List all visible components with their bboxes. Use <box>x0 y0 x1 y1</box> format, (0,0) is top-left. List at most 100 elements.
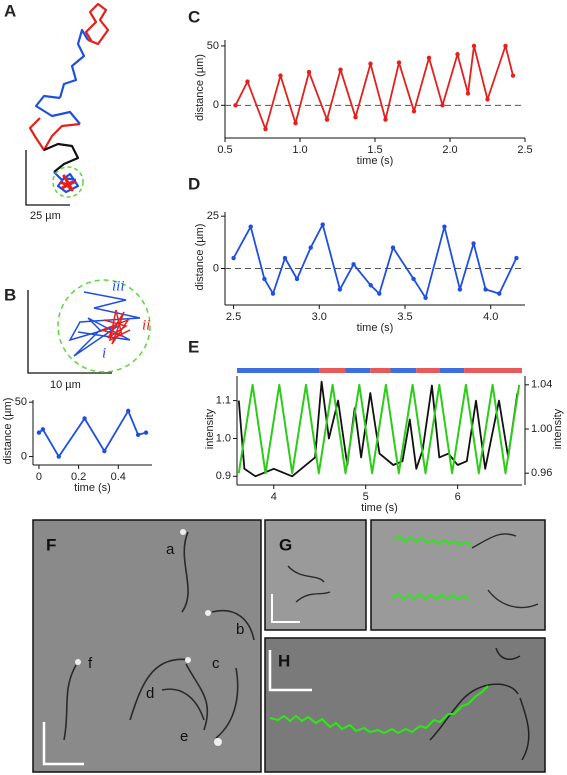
cell-label: f <box>88 655 93 672</box>
y2-tick-label: 0.96 <box>531 467 552 479</box>
state-bar <box>370 368 391 373</box>
x-tick-label: 0 <box>36 471 42 483</box>
point <box>338 67 343 72</box>
series-line <box>234 45 514 130</box>
point <box>396 60 402 65</box>
y-tick-label: 0 <box>21 450 27 462</box>
point <box>455 52 460 57</box>
point <box>233 103 238 108</box>
point <box>270 291 276 296</box>
y-tick-label: 0.9 <box>216 470 231 482</box>
point <box>82 416 87 421</box>
panel-letter: B <box>4 285 16 304</box>
y-axis-label: distance (µm) <box>2 398 14 465</box>
y-tick-label: 1.0 <box>216 432 231 444</box>
x-tick-label: 4.0 <box>483 311 498 323</box>
point <box>126 408 131 414</box>
panel-letter: C <box>188 7 200 26</box>
state-bar <box>345 368 371 373</box>
scale-label: 25 µm <box>30 210 61 222</box>
x-tick-label: 3.0 <box>312 311 327 323</box>
point <box>485 97 490 102</box>
series-line <box>237 380 519 478</box>
point <box>308 245 313 250</box>
panel-letter: G <box>279 535 292 554</box>
panel-letter: F <box>46 535 56 554</box>
point <box>465 91 471 96</box>
x-tick-label: 1.0 <box>292 144 307 156</box>
cells <box>63 531 255 741</box>
point <box>390 245 396 250</box>
point <box>263 126 268 132</box>
track <box>269 685 489 735</box>
point <box>497 291 502 296</box>
x-tick-label: 0.5 <box>217 144 232 156</box>
point <box>245 79 250 84</box>
micrograph <box>370 519 546 631</box>
y-tick-label: 50 <box>15 396 27 408</box>
point <box>278 73 283 78</box>
state-bar <box>237 368 320 373</box>
point <box>442 224 447 229</box>
point <box>231 255 236 261</box>
point <box>262 276 267 282</box>
point <box>377 291 382 296</box>
point <box>426 55 432 61</box>
point <box>56 454 61 459</box>
point <box>471 241 476 246</box>
point <box>353 114 358 120</box>
x-tick-label: 2.5 <box>517 144 532 156</box>
trajectory-b <box>68 291 141 357</box>
y-axis-label: distance (µm) <box>194 54 206 121</box>
point <box>368 61 373 66</box>
trajectory-label: i <box>102 345 106 361</box>
point <box>411 109 417 114</box>
point <box>368 283 373 288</box>
y-axis-label: distance (µm) <box>194 224 206 291</box>
x-tick-label: 2.5 <box>226 311 241 323</box>
micrograph <box>32 519 262 773</box>
point <box>324 117 330 122</box>
trajectory-label: ii <box>142 317 150 333</box>
y-tick-label: 0 <box>213 262 219 274</box>
x-tick-label: 3.5 <box>397 311 412 323</box>
point <box>306 69 312 75</box>
y-tick-label: 50 <box>207 40 219 52</box>
cell-label: a <box>166 541 175 558</box>
series-line <box>38 410 147 458</box>
y-tick-label: 0 <box>213 99 219 111</box>
series-line <box>237 383 521 475</box>
micrograph <box>264 637 546 773</box>
point <box>294 276 300 282</box>
y-tick-label: 25 <box>207 210 219 222</box>
x-tick-label: 1.5 <box>367 144 382 156</box>
panel-letter: H <box>278 651 290 670</box>
x-axis-label: time (s) <box>357 155 394 167</box>
scale-bar <box>25 150 70 206</box>
point <box>503 43 508 49</box>
micrograph <box>264 519 367 631</box>
x-tick-label: 2.0 <box>442 144 457 156</box>
point <box>248 224 253 229</box>
y-tick-label: 1.1 <box>216 395 231 407</box>
point <box>510 73 516 78</box>
cell-heads <box>75 529 222 746</box>
cell-label: d <box>146 685 154 702</box>
state-bar <box>416 368 440 373</box>
x-tick-label: 5 <box>363 491 369 503</box>
panel-letter: D <box>188 174 200 193</box>
point <box>320 222 325 227</box>
state-bar <box>464 368 522 373</box>
trajectory-label: iii <box>112 278 125 294</box>
point <box>293 120 298 126</box>
point <box>40 427 46 432</box>
track <box>391 534 472 601</box>
point <box>471 43 477 49</box>
x-tick-label: 4 <box>271 491 277 503</box>
panel-letter: A <box>4 1 16 20</box>
point <box>411 276 416 282</box>
point <box>135 432 141 438</box>
point <box>483 287 488 292</box>
y-axis-label: intensity <box>204 408 216 449</box>
